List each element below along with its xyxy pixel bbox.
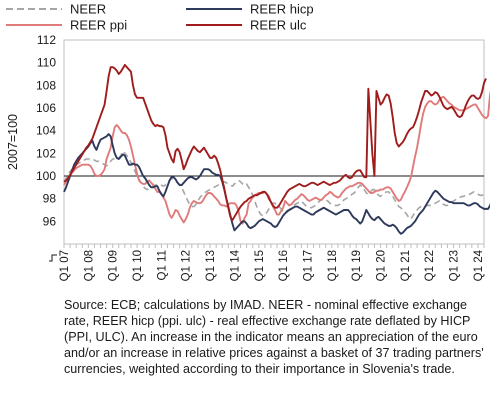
series-lines [63, 63, 490, 235]
x-tick-label: Q1 17 [302, 250, 314, 281]
legend-label-reer-ppi: REER ppi [70, 18, 127, 33]
x-tick-label: Q1 16 [278, 250, 290, 281]
x-tick-label: Q1 14 [229, 249, 241, 281]
legend-label-neer: NEER [70, 2, 106, 17]
legend-label-reer-hicp: REER hicp [250, 2, 314, 17]
y-tick-label: 108 [36, 78, 56, 92]
x-tick-label: Q1 21 [400, 250, 412, 281]
x-tick-label: Q1 11 [156, 250, 168, 280]
x-tick-label: Q1 22 [424, 250, 436, 281]
y-axis: 96 98 100 102 104 106 108 110 112 [36, 33, 56, 228]
y-tick-label: 102 [36, 146, 56, 160]
y-tick-label: 106 [36, 101, 56, 115]
x-tick-label: Q1 18 [327, 250, 339, 281]
x-tick-label: Q1 19 [351, 250, 363, 281]
x-tick-label: Q1 13 [205, 250, 217, 281]
source-note: Source: ECB; calculations by IMAD. NEER … [64, 298, 484, 376]
plot-area-border [63, 39, 485, 245]
x-tick-label: Q1 20 [376, 250, 388, 281]
legend-label-reer-ulc: REER ulc [250, 18, 307, 33]
y-tick-label: 100 [36, 169, 56, 183]
x-tick-label: Q1 12 [181, 250, 193, 281]
x-tick-label: Q1 10 [132, 250, 144, 281]
y-axis-break-marker [49, 254, 57, 262]
series-line-reer-hicp [63, 133, 490, 235]
x-tick-label: Q1 23 [449, 250, 461, 281]
x-axis: Q1 07 Q1 08 Q1 09 Q1 10 Q1 11 Q1 12 Q1 13 Q1 14… [59, 244, 485, 281]
x-tick-label: Q1 08 [83, 250, 95, 281]
x-tick-label: Q1 07 [59, 250, 71, 281]
y-axis-label: 2007=100 [6, 114, 20, 170]
x-tick-label: Q1 24 [473, 249, 485, 281]
series-line-neer [63, 150, 485, 220]
series-line-reer-ppi [63, 90, 490, 225]
y-tick-label: 112 [37, 33, 56, 47]
x-tick-label: Q1 09 [108, 250, 120, 281]
x-tick-label: Q1 15 [254, 250, 266, 281]
y-tick-label: 98 [43, 192, 57, 206]
y-tick-label: 96 [43, 214, 57, 228]
series-line-reer-ulc [63, 63, 487, 222]
y-tick-label: 110 [37, 56, 56, 70]
y-tick-label: 104 [36, 124, 56, 138]
